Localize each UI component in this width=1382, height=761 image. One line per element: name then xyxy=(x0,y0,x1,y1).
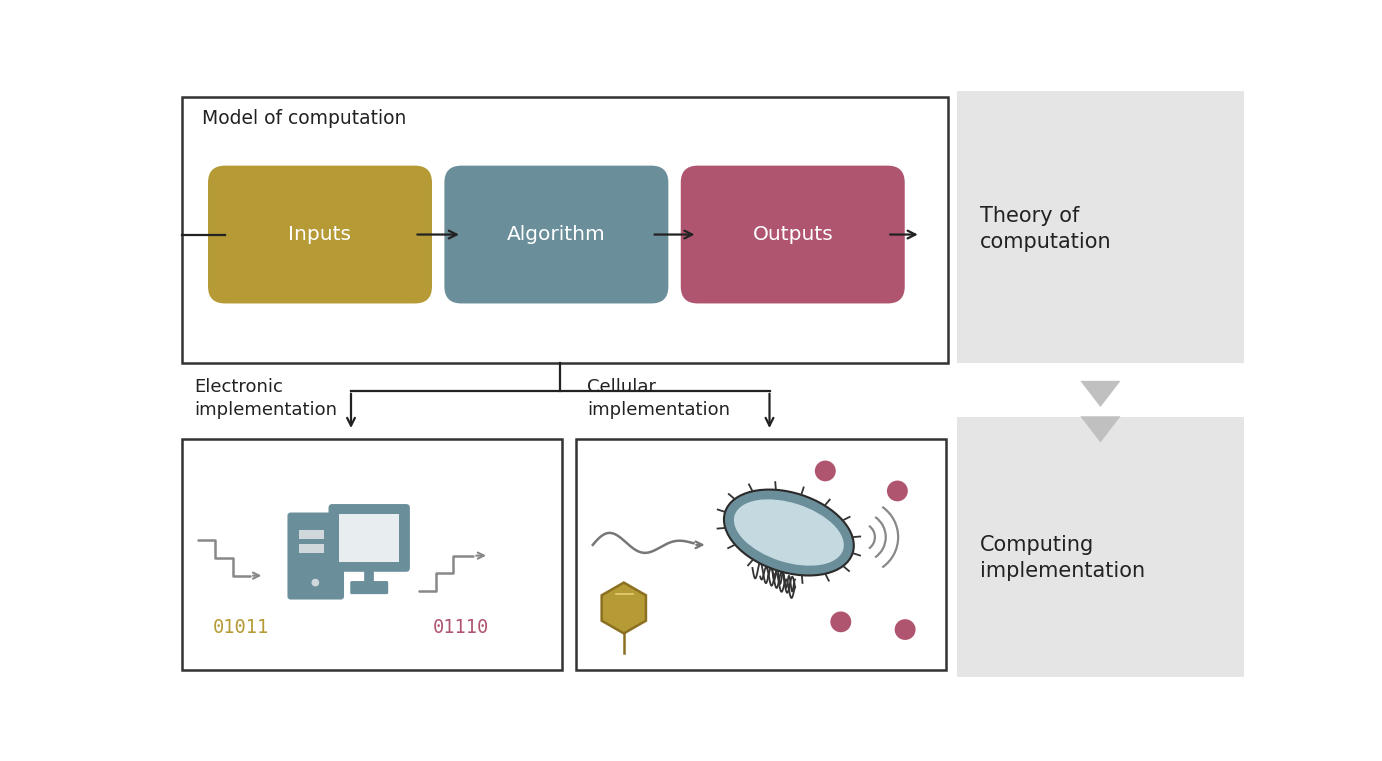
Bar xyxy=(299,530,323,539)
FancyBboxPatch shape xyxy=(576,438,947,670)
FancyBboxPatch shape xyxy=(287,512,344,600)
Bar xyxy=(299,544,323,552)
Bar xyxy=(958,91,1244,677)
Bar xyxy=(958,363,1244,417)
Ellipse shape xyxy=(734,499,844,565)
Circle shape xyxy=(311,578,319,587)
FancyBboxPatch shape xyxy=(350,581,388,594)
Text: Computing
implementation: Computing implementation xyxy=(980,535,1146,581)
Text: Theory of
computation: Theory of computation xyxy=(980,206,1113,253)
Text: Electronic
implementation: Electronic implementation xyxy=(195,377,337,419)
Text: Algorithm: Algorithm xyxy=(507,225,605,244)
FancyBboxPatch shape xyxy=(329,504,410,572)
Text: 01110: 01110 xyxy=(433,618,489,637)
Ellipse shape xyxy=(724,489,854,575)
Polygon shape xyxy=(601,583,645,633)
Text: Inputs: Inputs xyxy=(289,225,351,244)
Circle shape xyxy=(894,619,916,640)
Circle shape xyxy=(887,480,908,501)
Text: Cellular
implementation: Cellular implementation xyxy=(587,377,730,419)
Text: Model of computation: Model of computation xyxy=(202,109,406,128)
Polygon shape xyxy=(1081,416,1121,442)
FancyBboxPatch shape xyxy=(209,166,433,304)
Bar xyxy=(340,514,399,562)
Circle shape xyxy=(831,611,851,632)
FancyBboxPatch shape xyxy=(445,166,669,304)
Text: 01011: 01011 xyxy=(213,618,269,637)
FancyBboxPatch shape xyxy=(182,438,562,670)
Text: Outputs: Outputs xyxy=(752,225,833,244)
FancyBboxPatch shape xyxy=(681,166,905,304)
Circle shape xyxy=(815,460,836,481)
Polygon shape xyxy=(1081,380,1121,407)
FancyBboxPatch shape xyxy=(182,97,948,363)
